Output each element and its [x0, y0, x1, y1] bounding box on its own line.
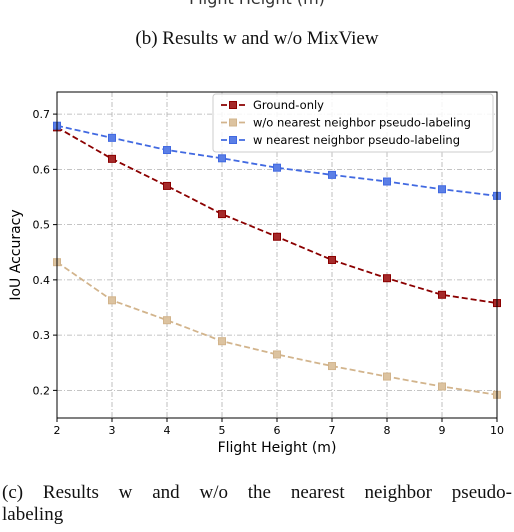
y-tick-label: 0.4 [33, 274, 51, 287]
legend-label: w nearest neighbor pseudo-labeling [253, 133, 460, 147]
data-point [273, 163, 281, 172]
data-point [218, 210, 226, 219]
data-point [328, 362, 336, 371]
caption-c: (c) Results w and w/o the nearest neighbor pseud… [2, 482, 512, 526]
x-tick-label: 5 [219, 424, 226, 437]
legend-label: w/o nearest neighbor pseudo-labeling [253, 116, 471, 130]
series-layer [53, 121, 501, 399]
caption-c-word: nearest [290, 482, 345, 503]
data-point [438, 382, 446, 391]
data-point [218, 154, 226, 163]
data-point [163, 316, 171, 325]
line-chart: 2 3 4 5 6 7 8 9 10 0.2 0.3 0.4 0.5 0.6 0.7 Flight Heig… [8, 91, 505, 456]
cropped-top-caption: Flight Height (m) [0, 0, 514, 10]
x-tick-label: 9 [439, 424, 446, 437]
caption-b: (b) Results w and w/o MixView [135, 28, 379, 49]
caption-c-word: pseudo- [451, 482, 512, 503]
legend-marker [229, 136, 237, 144]
x-tick-label: 3 [109, 424, 116, 437]
data-point [383, 274, 391, 283]
y-axis-label: IoU Accuracy [8, 209, 24, 300]
x-tick-label: 10 [490, 424, 504, 437]
data-point [273, 232, 281, 241]
tick-layer: 2 3 4 5 6 7 8 9 10 0.2 0.3 0.4 0.5 0.6 0.7 [33, 108, 505, 437]
data-point [383, 372, 391, 381]
x-axis-label: Flight Height (m) [218, 440, 337, 456]
legend-item: w nearest neighbor pseudo-labeling [221, 133, 460, 147]
legend-label: Ground-only [253, 98, 324, 112]
caption-c-line2: labeling [2, 504, 64, 525]
legend-marker [229, 101, 237, 109]
series-1 [53, 258, 501, 399]
x-tick-label: 6 [274, 424, 281, 437]
caption-c-word: and [152, 482, 180, 503]
series-line [56, 124, 498, 197]
data-point [163, 181, 171, 190]
series-line [56, 261, 498, 396]
x-tick-label: 8 [384, 424, 391, 437]
y-tick-label: 0.7 [33, 108, 51, 121]
data-point [438, 185, 446, 194]
data-point [108, 133, 116, 142]
legend-item: w/o nearest neighbor pseudo-labeling [221, 116, 471, 130]
data-point [383, 177, 391, 186]
legend-box [212, 93, 494, 153]
y-tick-label: 0.3 [33, 329, 51, 342]
y-tick-label: 0.5 [33, 219, 51, 232]
caption-c-word: the [247, 482, 271, 503]
caption-c-word: w [118, 482, 133, 503]
data-point [328, 170, 336, 179]
cropped-axis-label-text: Flight Height (m) [0, 0, 514, 8]
x-tick-label: 2 [54, 424, 61, 437]
caption-c-word: (c) [2, 482, 24, 503]
legend-item: Ground-only [221, 98, 324, 112]
caption-c-word: Results [42, 482, 99, 503]
data-point [328, 255, 336, 264]
y-tick-label: 0.6 [33, 163, 51, 176]
data-point [108, 154, 116, 163]
x-tick-label: 7 [329, 424, 336, 437]
legend: Ground-only w/o nearest neighbor pseudo-l… [212, 93, 494, 153]
data-point [218, 337, 226, 346]
x-tick-label: 4 [164, 424, 171, 437]
data-point [108, 296, 116, 305]
caption-c-word: neighbor [364, 482, 432, 503]
data-point [163, 146, 171, 155]
legend-marker [229, 118, 237, 127]
y-tick-label: 0.2 [33, 384, 51, 397]
data-point [273, 350, 281, 359]
caption-c-word: w/o [199, 482, 228, 503]
data-point [438, 290, 446, 299]
caption-c-line1: (c) Results w and w/o the nearest neighbor pseud… [2, 482, 512, 504]
